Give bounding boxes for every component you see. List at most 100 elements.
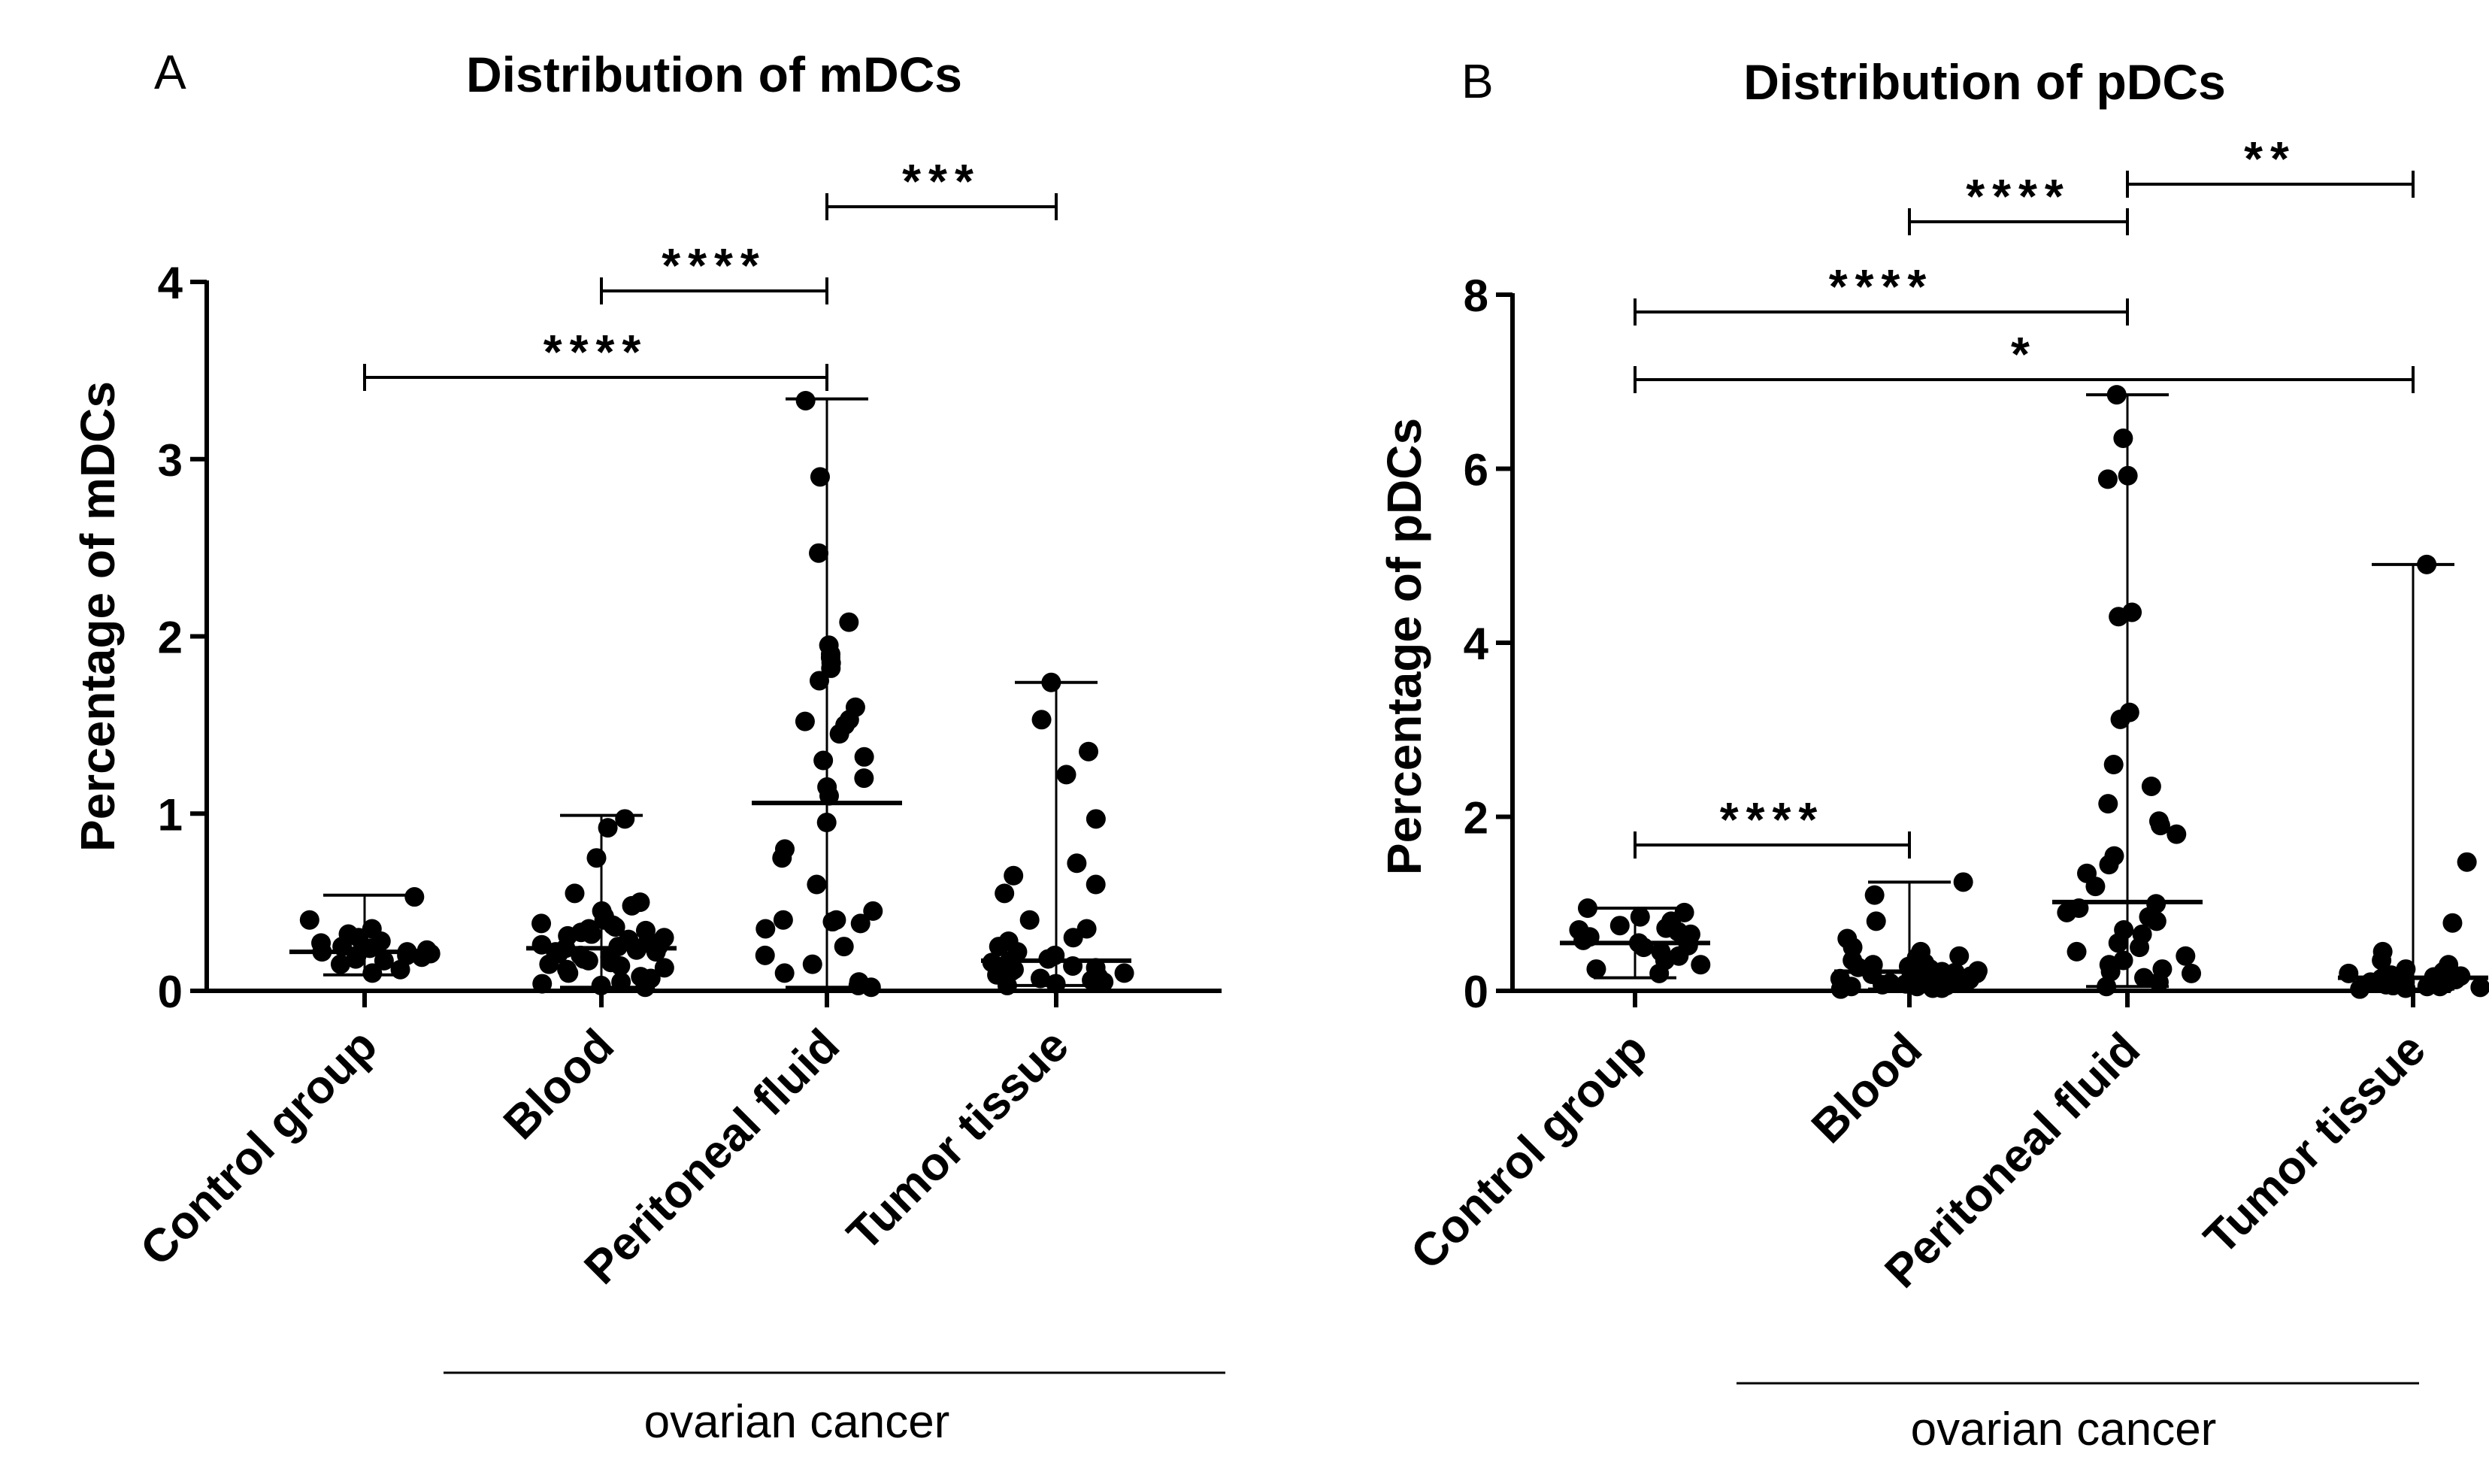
panel-b-data-point	[2134, 968, 2154, 988]
panel-a-data-point	[755, 919, 776, 939]
panel-a-data-point	[1031, 710, 1052, 730]
panel-a-data-point	[610, 956, 631, 976]
panel-b-data-point	[2098, 794, 2118, 814]
panel-a-data-point	[995, 883, 1015, 904]
panel-b-x-tick-label: Control group	[1401, 1023, 1658, 1280]
panel-a-data-point	[404, 887, 425, 907]
panel-a-data-point	[539, 954, 559, 974]
panel-a-letter: A	[154, 45, 186, 99]
panel-a-data-point	[605, 917, 625, 937]
panel-a-data-point	[626, 940, 646, 960]
panel-b: B Distribution of pDCs Percentage of pDC…	[1377, 54, 2489, 1455]
panel-b-group-label: ovarian cancer	[1911, 1404, 2217, 1455]
panel-b-data-point	[1953, 872, 1973, 892]
panel-b-data-point	[1609, 916, 1630, 936]
panel-a-sig-label: ****	[544, 325, 649, 379]
panel-b-data-point	[2113, 428, 2133, 448]
panel-a-x-tick-label: Blood	[494, 1019, 624, 1149]
panel-b-data-point	[2167, 824, 2187, 844]
panel-b-data-point	[2067, 941, 2087, 962]
panel-b-data-point	[2150, 816, 2170, 836]
panel-a-data-point	[807, 874, 827, 895]
panel-b-data-point	[2110, 709, 2130, 729]
panel-a-data-point	[412, 947, 432, 968]
panel-b-data-point	[1649, 963, 1670, 983]
panel-b-letter: B	[1461, 54, 1494, 108]
panel-a-data-point	[578, 950, 598, 971]
panel-a-data-point	[997, 975, 1017, 995]
panel-a-data-point	[1063, 928, 1083, 948]
panel-a-data-point	[816, 813, 837, 833]
panel-a-data-point	[299, 910, 319, 930]
panel-a-y-tick-label: 2	[158, 613, 183, 663]
panel-a-data-point	[362, 963, 383, 983]
panel-a-data-point	[622, 895, 642, 916]
panel-b-sig-label: ****	[1829, 259, 1934, 313]
panel-b-data-point	[1630, 907, 1650, 927]
panel-b-data-point	[2442, 913, 2463, 933]
panel-b-data-point	[2108, 933, 2128, 953]
panel-a-sig-label: ***	[902, 154, 981, 208]
panel-a-data-point	[532, 974, 553, 994]
panel-a-data-point	[772, 848, 792, 868]
panel-b-data-point	[2085, 877, 2106, 897]
panel-a-y-tick-label: 1	[158, 789, 183, 840]
panel-a-data-point	[559, 963, 579, 983]
panel-b-data-point	[1577, 898, 1597, 919]
panel-a-x-tick-label: Control group	[131, 1019, 387, 1276]
panel-a-data-point	[802, 954, 822, 974]
panel-a-y-tick-label: 0	[158, 967, 183, 1017]
panel-a-data-point	[809, 671, 829, 691]
panel-a-data-point	[822, 912, 843, 932]
panel-a-data-point	[332, 937, 353, 957]
panel-a-data-point	[1019, 910, 1040, 930]
panel-b-data-point	[2339, 963, 2359, 983]
panel-a-data-point	[813, 750, 834, 771]
panel-a-data-point	[829, 724, 849, 744]
panel-b-data-point	[2430, 977, 2450, 997]
panel-b-data-point	[2106, 385, 2127, 405]
panel-a-data-point	[581, 924, 601, 944]
panel-a-data-point	[861, 977, 881, 998]
panel-a-data-point	[1030, 968, 1050, 989]
panel-a-x-tick-label: Tumor tissue	[837, 1019, 1079, 1261]
panel-b-data-point	[2396, 978, 2416, 998]
panel-a-data-point	[591, 975, 611, 995]
panel-b-data-point	[2097, 977, 2117, 997]
panel-a-data-point	[1056, 765, 1076, 785]
panel-a-data-point	[611, 972, 631, 992]
panel-b-data-point	[1949, 946, 1970, 966]
panel-a-data-point	[989, 937, 1009, 957]
panel-a-data-point	[531, 913, 552, 934]
panel-a-data-point	[795, 390, 816, 410]
panel-b-x-tick-label: Blood	[1802, 1023, 1932, 1153]
panel-b-data-point	[1634, 937, 1654, 958]
panel-b-data-point	[2097, 469, 2118, 489]
panel-b-data-point	[1573, 930, 1594, 950]
panel-b-y-axis-label: Percentage of pDCs	[1377, 418, 1431, 875]
panel-b-data-point	[1866, 911, 1886, 931]
panel-a-y-axis-label: Percentage of mDCs	[71, 381, 125, 852]
panel-b-data-point	[1873, 974, 1893, 995]
panel-a-data-point	[773, 910, 793, 930]
panel-b-data-point	[2176, 946, 2196, 966]
panel-b-sig-label: **	[2244, 132, 2297, 186]
panel-b-data-point	[1864, 885, 1885, 905]
panel-a-data-point	[1114, 963, 1134, 983]
panel-a-data-point	[854, 747, 874, 767]
panel-b-data-point	[1907, 977, 1927, 997]
panel-b-data-point	[2100, 962, 2121, 982]
panel-a-data-point	[795, 711, 815, 731]
panel-a-data-point	[821, 658, 841, 678]
panel-a-data-point	[312, 942, 332, 962]
panel-a-data-point	[1046, 974, 1066, 994]
panel-a-data-point	[809, 543, 829, 563]
panel-a-data-point	[635, 977, 656, 998]
panel-a-data-point	[598, 818, 618, 838]
panel-a-data-point	[774, 963, 795, 983]
panel-a-y-tick-label: 3	[158, 435, 183, 486]
panel-b-y-tick-label: 4	[1464, 619, 1489, 669]
panel-a-y-tick-label: 4	[158, 258, 183, 308]
